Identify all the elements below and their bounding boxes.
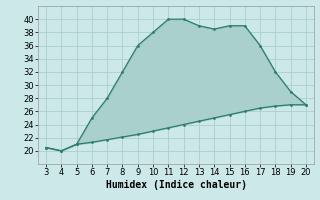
- X-axis label: Humidex (Indice chaleur): Humidex (Indice chaleur): [106, 180, 246, 190]
